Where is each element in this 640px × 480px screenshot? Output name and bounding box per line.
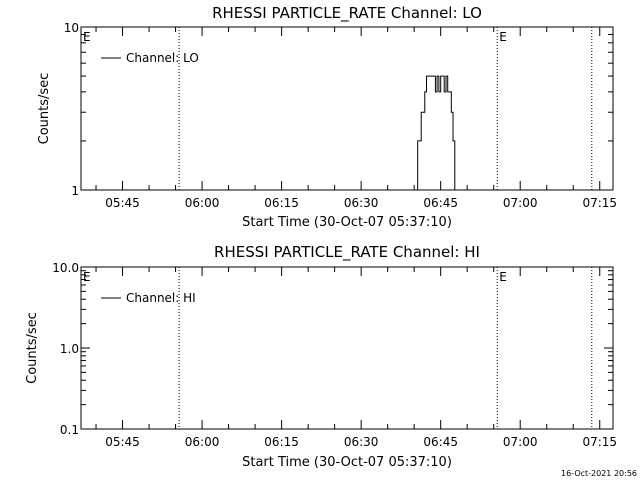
y-tick-label: 1.0 — [60, 342, 79, 356]
lo-channel-panel: RHESSI PARTICLE_RATE Channel: LO 1 10 05:45… — [37, 4, 617, 230]
event-marker-label: E — [499, 270, 507, 284]
x-tick-label: 06:30 — [344, 196, 379, 210]
x-tick-label: 06:45 — [423, 196, 458, 210]
chart-title: RHESSI PARTICLE_RATE Channel: HI — [214, 243, 480, 262]
y-axis-label: Counts/sec — [25, 312, 40, 384]
y-axis-label: Counts/sec — [37, 73, 52, 145]
event-marker-label: E — [83, 30, 91, 44]
x-tick-label: 07:15 — [582, 196, 617, 210]
x-tick-label: 06:15 — [264, 435, 299, 449]
legend-entry: Channel: LO — [126, 51, 199, 65]
x-tick-label: 06:00 — [185, 196, 220, 210]
y-tick-label: 10.0 — [52, 261, 79, 275]
event-marker-label: E — [499, 30, 507, 44]
y-tick-label: 1 — [71, 184, 79, 198]
legend-entry: Channel: HI — [126, 291, 196, 305]
x-tick-label: 07:15 — [582, 435, 617, 449]
series-line-1 — [415, 75, 456, 191]
x-tick-label: 07:00 — [503, 435, 538, 449]
x-tick-label: 06:45 — [423, 435, 458, 449]
x-tick-label: 05:45 — [105, 196, 140, 210]
footer-timestamp: 16-Oct-2021 20:56 — [561, 469, 637, 478]
x-tick-label: 06:15 — [264, 196, 299, 210]
chart-title: RHESSI PARTICLE_RATE Channel: LO — [212, 4, 482, 23]
y-tick-label: 0.1 — [60, 423, 79, 437]
plot-frame — [80, 26, 614, 191]
x-tick-label: 06:30 — [344, 435, 379, 449]
x-tick-label: 06:00 — [185, 435, 220, 449]
x-axis-label: Start Time (30-Oct-07 05:37:10) — [242, 215, 452, 230]
x-tick-label: 07:00 — [503, 196, 538, 210]
y-tick-label: 10 — [64, 21, 79, 35]
x-axis-label: Start Time (30-Oct-07 05:37:10) — [242, 455, 452, 470]
x-tick-label: 05:45 — [105, 435, 140, 449]
hi-channel-panel: RHESSI PARTICLE_RATE Channel: HI 0.1 1.0 10… — [25, 243, 617, 470]
event-marker-label: E — [83, 270, 91, 284]
